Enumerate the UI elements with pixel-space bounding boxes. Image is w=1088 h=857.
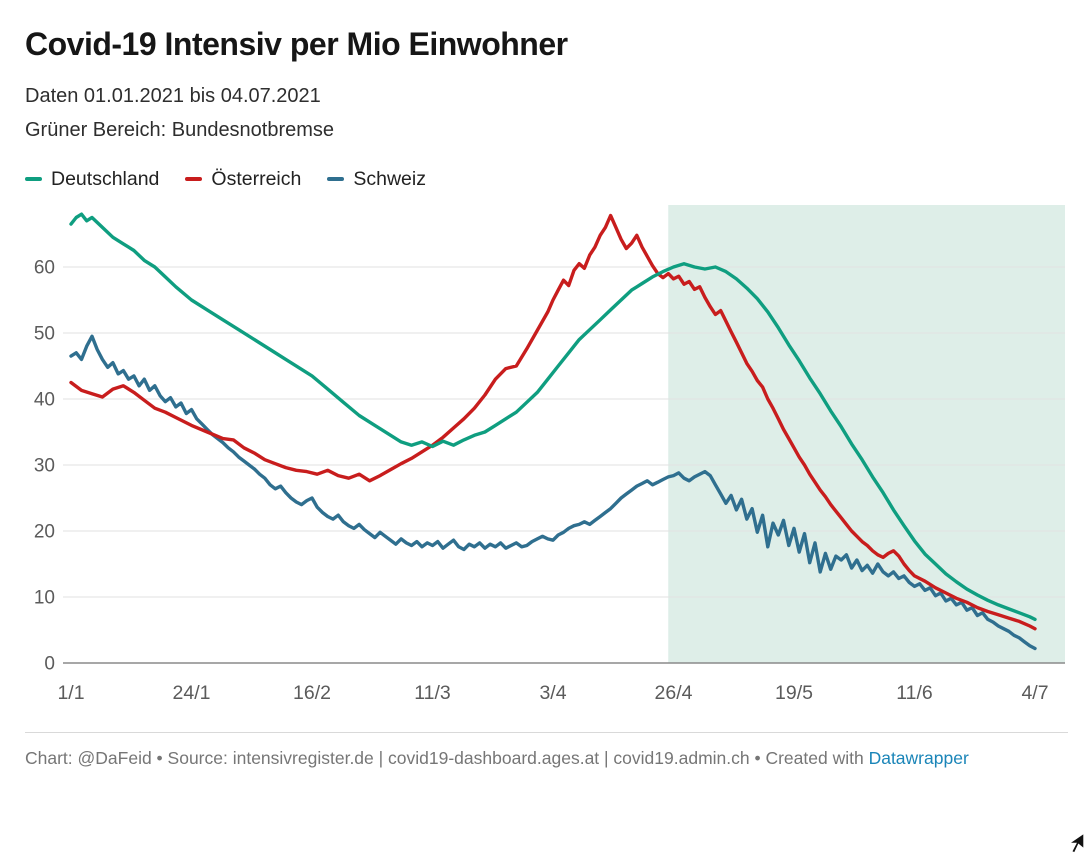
y-axis-label: 10 xyxy=(34,587,55,608)
x-axis-label: 19/5 xyxy=(775,682,813,704)
legend-label: Österreich xyxy=(211,167,302,190)
footer-attribution: Chart: @DaFeid • Source: intensivregiste… xyxy=(25,745,1068,771)
legend-marker-icon xyxy=(185,177,203,181)
x-axis-label: 4/7 xyxy=(1021,682,1048,704)
legend-marker-icon xyxy=(25,177,42,181)
legend-label: Schweiz xyxy=(353,167,426,190)
page-title: Covid-19 Intensiv per Mio Einwohner xyxy=(25,26,568,62)
y-axis-label: 0 xyxy=(44,653,55,674)
subtitle-date-range: Daten 01.01.2021 bis 04.07.2021 xyxy=(25,84,321,107)
chart-area[interactable]: 0 10 20 30 40 50 60 1/1 24/1 16/2 11/3 3/4 26/4 19/5 1… xyxy=(25,193,1068,718)
chart-card: Covid-19 Intensiv per Mio Einwohner Date… xyxy=(25,26,1068,771)
legend-item-deutschland[interactable]: Deutschland xyxy=(25,168,159,191)
series-line-deutschland[interactable] xyxy=(69,212,1037,621)
legend-item-osterreich[interactable]: Österreich xyxy=(185,168,301,191)
x-axis-label: 16/2 xyxy=(293,682,331,704)
footer-source-text: Chart: @DaFeid • Source: intensivregiste… xyxy=(25,747,869,768)
series-line-schweiz[interactable] xyxy=(69,334,1037,650)
x-axis-label: 24/1 xyxy=(173,682,211,704)
shaded-region-bundesnotbremse xyxy=(668,204,1065,663)
line-chart[interactable]: 0 10 20 30 40 50 60 1/1 24/1 16/2 11/3 3/4 26/4 19/5 1… xyxy=(25,193,1065,713)
legend: Deutschland Österreich Schweiz xyxy=(25,168,1068,191)
x-axis-label: 1/1 xyxy=(57,682,84,704)
y-axis-label: 40 xyxy=(34,389,55,410)
y-axis-label: 30 xyxy=(34,455,55,476)
legend-label: Deutschland xyxy=(51,167,160,190)
y-axis-label: 50 xyxy=(34,323,55,344)
y-axis-label: 60 xyxy=(34,257,55,278)
datawrapper-link[interactable]: Datawrapper xyxy=(868,747,969,768)
legend-item-schweiz[interactable]: Schweiz xyxy=(327,168,426,191)
mouse-cursor-icon xyxy=(1066,831,1085,854)
legend-marker-icon xyxy=(327,177,345,181)
y-axis-label: 20 xyxy=(34,521,55,542)
subtitle-block: Daten 01.01.2021 bis 04.07.2021 Grüner B… xyxy=(25,79,1068,148)
x-axis-label: 11/6 xyxy=(896,682,933,704)
footer: Chart: @DaFeid • Source: intensivregiste… xyxy=(25,731,1068,771)
x-axis-label: 11/3 xyxy=(414,682,451,704)
x-axis-label: 3/4 xyxy=(539,682,566,704)
x-axis-label: 26/4 xyxy=(655,682,693,704)
series-line-osterreich[interactable] xyxy=(69,213,1037,630)
subtitle-note: Grüner Bereich: Bundesnotbremse xyxy=(25,119,335,142)
